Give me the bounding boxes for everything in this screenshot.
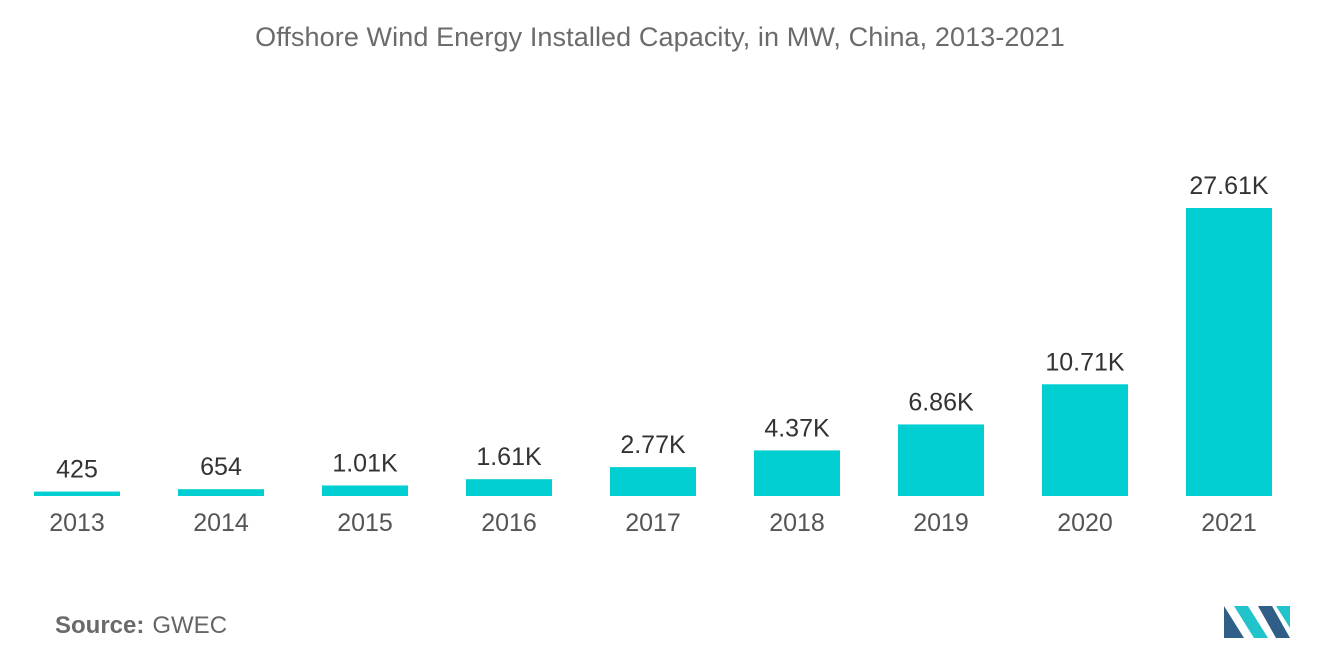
data-label-2016: 1.61K — [476, 443, 542, 471]
bar-2014 — [178, 489, 264, 496]
x-tick-2021: 2021 — [1201, 509, 1257, 537]
source-value: GWEC — [152, 612, 228, 639]
data-label-2017: 2.77K — [620, 431, 686, 459]
data-label-2020: 10.71K — [1045, 348, 1125, 376]
logo-shape-left — [1224, 606, 1244, 638]
x-tick-2015: 2015 — [337, 509, 393, 537]
data-label-2018: 4.37K — [764, 414, 830, 442]
x-tick-2014: 2014 — [193, 509, 249, 537]
bar-2016 — [466, 479, 552, 496]
bar-2020 — [1042, 384, 1128, 496]
logo-shape-mid — [1234, 606, 1268, 638]
logo-shape-cap — [1276, 606, 1290, 628]
data-label-2013: 425 — [56, 456, 98, 484]
source-label: Source: — [55, 612, 145, 639]
x-tick-2018: 2018 — [769, 509, 825, 537]
data-label-2015: 1.01K — [332, 449, 398, 477]
logo-shape-right — [1258, 606, 1290, 638]
bar-chart: 425 2013 654 2014 1.01K 2015 1.61K 2016 2.77K 201… — [34, 172, 1272, 537]
bar-2015 — [322, 485, 408, 496]
data-label-2019: 6.86K — [908, 388, 974, 416]
x-tick-2013: 2013 — [49, 509, 105, 537]
source-note: Source: GWEC — [55, 612, 227, 640]
chart-title: Offshore Wind Energy Installed Capacity,… — [255, 22, 1065, 52]
x-tick-2016: 2016 — [481, 509, 537, 537]
brand-logo-icon — [1224, 606, 1290, 638]
x-tick-2020: 2020 — [1057, 509, 1113, 537]
data-label-2014: 654 — [200, 453, 242, 481]
bar-2013 — [34, 491, 120, 496]
x-tick-2017: 2017 — [625, 509, 681, 537]
bar-2019 — [898, 424, 984, 496]
bar-2018 — [754, 450, 840, 496]
bar-2021 — [1186, 208, 1272, 496]
bar-2017 — [610, 467, 696, 496]
x-tick-2019: 2019 — [913, 509, 969, 537]
data-label-2021: 27.61K — [1189, 172, 1269, 200]
